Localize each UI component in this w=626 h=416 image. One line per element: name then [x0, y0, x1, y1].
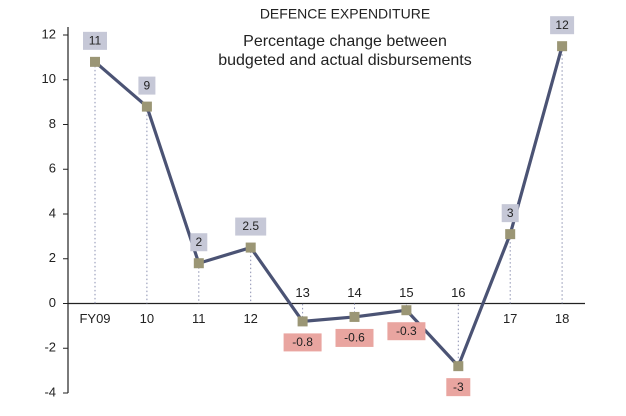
point-marker	[141, 101, 152, 112]
point-marker	[90, 56, 100, 67]
y-tick-label: 8	[49, 116, 56, 131]
x-tick-label: 10	[140, 311, 154, 326]
y-tick-label: 12	[42, 26, 56, 41]
y-tick-label: 2	[49, 250, 56, 265]
x-tick-label: 12	[243, 311, 257, 326]
value-label-box	[190, 233, 208, 252]
value-label: -0.6	[344, 331, 365, 345]
point-marker	[557, 41, 568, 52]
point-marker	[297, 316, 308, 327]
point-marker	[349, 311, 360, 322]
value-label-box	[550, 16, 575, 35]
value-label-box	[138, 76, 156, 95]
value-label-box	[283, 333, 322, 352]
x-tick-label: 11	[192, 311, 206, 326]
value-label: 9	[144, 78, 151, 92]
value-label: 3	[507, 206, 514, 220]
x-tick-label: FY09	[79, 311, 110, 326]
x-tick-label: 13	[295, 285, 309, 300]
value-label: 2	[195, 235, 202, 249]
point-marker	[453, 361, 464, 372]
point-marker	[401, 305, 412, 316]
value-label: -0.8	[292, 335, 313, 349]
chart-title: DEFENCE EXPENDITURE	[260, 6, 430, 22]
y-tick-label: -4	[44, 384, 56, 399]
value-label-box	[446, 378, 471, 397]
x-tick-label: 14	[347, 285, 361, 300]
value-label-box	[335, 328, 374, 347]
value-label: 11	[89, 34, 102, 48]
point-marker	[193, 258, 204, 269]
value-label-box	[387, 322, 426, 341]
chart-subtitle: Percentage change between	[243, 33, 447, 50]
value-label: -3	[453, 380, 464, 394]
y-tick-label: 0	[49, 295, 56, 310]
x-tick-label: 17	[503, 311, 517, 326]
value-label: 12	[555, 18, 569, 32]
point-marker	[245, 242, 256, 253]
y-tick-label: 6	[49, 161, 56, 176]
point-marker	[505, 229, 516, 240]
x-tick-label: 18	[555, 311, 569, 326]
y-tick-label: 10	[42, 71, 56, 86]
value-label-box	[83, 31, 107, 50]
y-tick-label: 4	[49, 205, 56, 220]
y-tick-label: -2	[44, 340, 56, 355]
value-label-box	[501, 204, 519, 223]
value-label: 2.5	[242, 219, 259, 233]
series-line	[93, 45, 564, 368]
value-label: -0.3	[396, 324, 417, 338]
chart-subtitle: budgeted and actual disbursements	[218, 52, 472, 69]
x-tick-label: 15	[399, 285, 413, 300]
value-label-box	[235, 217, 267, 236]
x-tick-label: 16	[451, 285, 465, 300]
